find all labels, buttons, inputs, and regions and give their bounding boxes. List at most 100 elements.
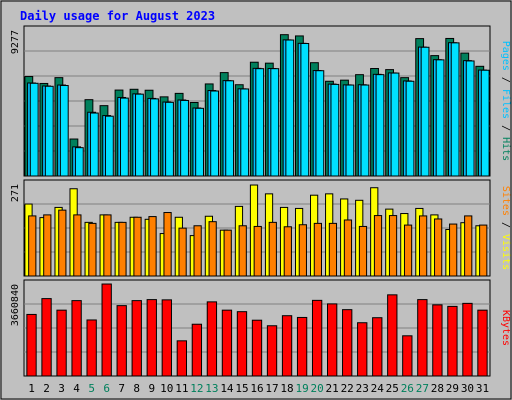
bar-sites-day-22: [343, 219, 353, 277]
x-tick-label-4: 4: [73, 382, 80, 395]
y-axis-title-pages: Pages: [500, 41, 511, 71]
bar-kbytes-day-30: [462, 302, 473, 377]
bar-sites-day-7: [118, 221, 127, 277]
panel-hits-files-pages: 9277 Pages / Files / Hits: [10, 25, 511, 177]
bar-pages-day-5: [89, 112, 99, 177]
bar-sites-day-27: [419, 215, 428, 277]
bar-kbytes-day-25: [387, 294, 398, 377]
bar-kbytes-day-8: [131, 300, 142, 377]
bar-pages-day-20: [315, 70, 325, 177]
bar-sites-day-24: [373, 215, 383, 277]
y-axis-title-hits: Hits: [500, 137, 511, 161]
bar-kbytes-day-3: [56, 309, 67, 377]
y-axis-title-kbytes: KBytes: [500, 310, 511, 346]
x-tick-label-19: 19: [295, 382, 308, 395]
bar-kbytes-day-7: [116, 305, 127, 377]
y-tick-label: 9277: [10, 30, 21, 54]
x-tick-labels: 1 2 3 4 5 6 7 8 9 10 11 12 13 14 15 16 17 18 19 20 21 22 23 24 2…: [28, 382, 489, 395]
x-tick-label-18: 18: [280, 382, 293, 395]
bar-sites-day-23: [358, 225, 368, 277]
y-axis-title-visits: Visits: [500, 234, 511, 270]
x-tick-label-23: 23: [356, 382, 369, 395]
x-tick-label-28: 28: [431, 382, 444, 395]
x-tick-label-22: 22: [341, 382, 354, 395]
y-tick-label: 3660840: [10, 284, 21, 326]
bar-pages-day-6: [104, 115, 114, 177]
bar-sites-day-9: [148, 216, 157, 277]
bar-pages-day-25: [390, 72, 400, 177]
x-tick-label-14: 14: [220, 382, 234, 395]
bar-pages-day-9: [150, 98, 159, 177]
bar-kbytes-day-5: [86, 319, 97, 377]
x-tick-label-1: 1: [28, 382, 35, 395]
bar-kbytes-day-15: [236, 311, 248, 377]
bar-pages-day-13: [210, 90, 220, 177]
bar-pages-day-3: [59, 85, 69, 177]
y-tick-label: 271: [10, 184, 21, 202]
bar-sites-day-1: [28, 215, 37, 277]
bar-kbytes-day-27: [417, 299, 428, 377]
bar-pages-day-21: [330, 83, 340, 177]
bar-sites-day-2: [43, 214, 52, 277]
bar-sites-day-4: [73, 214, 82, 277]
bar-pages-day-31: [480, 69, 490, 177]
bar-pages-day-29: [450, 42, 460, 177]
bar-sites-day-12: [193, 225, 202, 277]
bar-pages-day-12: [195, 107, 204, 177]
x-tick-label-3: 3: [58, 382, 65, 395]
x-tick-label-21: 21: [326, 382, 339, 395]
x-tick-label-31: 31: [476, 382, 489, 395]
bar-pages-day-7: [120, 97, 129, 177]
bar-sites-day-17: [268, 221, 277, 277]
bar-sites-day-11: [178, 227, 187, 277]
bar-kbytes-day-13: [206, 301, 218, 377]
bar-sites-day-29: [449, 223, 458, 277]
x-tick-label-29: 29: [446, 382, 459, 395]
bar-pages-day-17: [270, 68, 280, 177]
x-tick-label-15: 15: [235, 382, 248, 395]
bar-kbytes-day-31: [477, 309, 488, 377]
bar-sites-day-3: [58, 209, 67, 277]
bar-pages-day-11: [180, 99, 189, 177]
x-tick-label-2: 2: [43, 382, 50, 395]
x-tick-label-11: 11: [175, 382, 188, 395]
bar-pages-day-16: [255, 68, 265, 177]
x-tick-label-25: 25: [386, 382, 399, 395]
bar-kbytes-day-23: [357, 322, 368, 377]
bar-sites-day-8: [133, 216, 142, 277]
bar-sites-day-6: [103, 214, 112, 277]
bar-pages-day-8: [135, 93, 144, 177]
bar-pages-day-2: [44, 85, 54, 177]
x-tick-label-8: 8: [133, 382, 140, 395]
x-tick-label-16: 16: [250, 382, 263, 395]
bar-pages-day-18: [285, 39, 295, 177]
bar-sites-day-14: [223, 229, 232, 277]
bar-kbytes-day-12: [191, 323, 203, 377]
x-tick-label-27: 27: [416, 382, 429, 395]
bar-pages-day-10: [165, 101, 174, 177]
bar-kbytes-day-9: [146, 299, 157, 377]
y-axis-title-sites: Sites: [500, 186, 511, 216]
bar-pages-day-27: [420, 46, 430, 177]
bar-pages-day-24: [375, 74, 385, 177]
bar-sites-day-21: [328, 222, 338, 277]
x-tick-label-7: 7: [118, 382, 125, 395]
x-tick-label-30: 30: [461, 382, 474, 395]
bar-kbytes-day-21: [327, 303, 338, 377]
bar-kbytes-day-17: [266, 325, 278, 377]
x-tick-label-20: 20: [311, 382, 324, 395]
bar-pages-day-4: [74, 147, 84, 177]
bar-kbytes-day-4: [71, 300, 82, 377]
bar-kbytes-day-19: [296, 316, 308, 377]
bar-sites-day-26: [403, 224, 413, 277]
bar-pages-day-14: [225, 80, 235, 177]
bar-pages-day-15: [240, 88, 250, 177]
bar-sites-day-30: [464, 215, 473, 277]
y-axis-title: Sites / Visits: [500, 186, 511, 270]
x-tick-label-9: 9: [148, 382, 155, 395]
y-axis-title: KBytes: [500, 310, 511, 346]
bar-kbytes-day-11: [176, 340, 187, 377]
x-tick-label-26: 26: [401, 382, 414, 395]
